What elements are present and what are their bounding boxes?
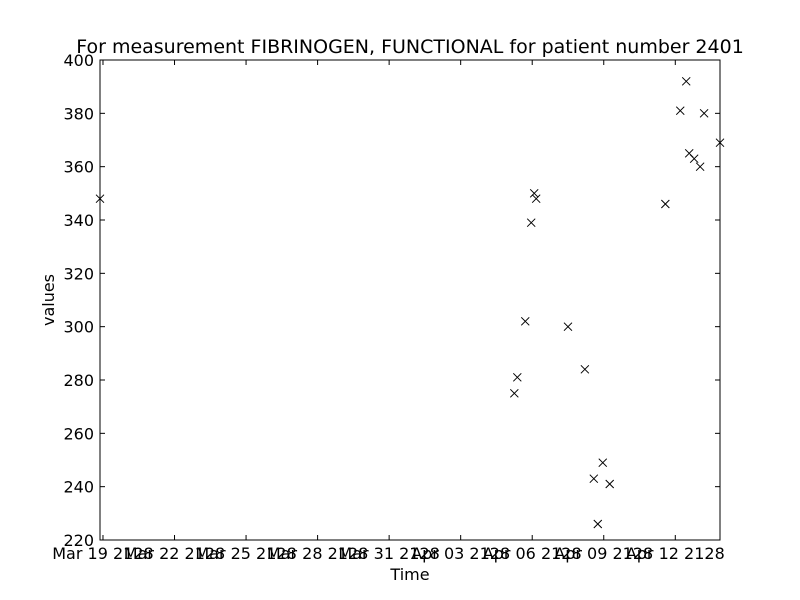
data-point-marker bbox=[509, 388, 519, 398]
marker-stroke bbox=[675, 106, 685, 116]
data-point-marker bbox=[675, 106, 685, 116]
marker-stroke bbox=[699, 108, 709, 118]
marker-stroke bbox=[684, 148, 694, 158]
y-tick-label: 280 bbox=[63, 371, 94, 390]
data-point-marker bbox=[589, 474, 599, 484]
y-tick-label: 260 bbox=[63, 424, 94, 443]
y-tick-label: 220 bbox=[63, 531, 94, 550]
marker-stroke bbox=[598, 458, 608, 468]
data-point-marker bbox=[689, 154, 699, 164]
x-tick-label: Mar 22 2128 bbox=[124, 544, 225, 563]
x-tick-label: Mar 28 2128 bbox=[267, 544, 368, 563]
marker-stroke bbox=[529, 188, 539, 198]
y-tick-label: 240 bbox=[63, 478, 94, 497]
marker-stroke bbox=[660, 199, 670, 209]
y-tick-label: 360 bbox=[63, 158, 94, 177]
x-tick-label: Mar 31 2128 bbox=[338, 544, 439, 563]
marker-stroke bbox=[681, 76, 691, 86]
marker-stroke bbox=[589, 474, 599, 484]
data-point-marker bbox=[563, 322, 573, 332]
x-tick-label: Apr 12 2128 bbox=[626, 544, 725, 563]
y-tick-label: 400 bbox=[63, 51, 94, 70]
x-axis-label: Time bbox=[389, 565, 429, 584]
plot-area-frame bbox=[99, 59, 721, 541]
data-point-marker bbox=[593, 519, 603, 529]
marker-stroke bbox=[580, 364, 590, 374]
chart-title: For measurement FIBRINOGEN, FUNCTIONAL f… bbox=[76, 36, 744, 58]
data-point-marker bbox=[531, 194, 541, 204]
x-tick-label: Apr 06 2128 bbox=[483, 544, 582, 563]
data-point-marker bbox=[598, 458, 608, 468]
marker-stroke bbox=[605, 479, 615, 489]
marker-stroke bbox=[689, 154, 699, 164]
marker-stroke bbox=[526, 218, 536, 228]
y-tick-label: 340 bbox=[63, 211, 94, 230]
data-point-marker bbox=[580, 364, 590, 374]
x-tick-label: Apr 03 2128 bbox=[411, 544, 510, 563]
y-tick-label: 320 bbox=[63, 264, 94, 283]
ticks-layer: 220 240 260 280 300 320 340 360 380 400 Mar 19 212… bbox=[52, 51, 724, 563]
x-tick-label: Mar 19 2128 bbox=[52, 544, 153, 563]
data-point-marker bbox=[526, 218, 536, 228]
data-point-marker bbox=[520, 316, 530, 326]
data-point-marker bbox=[529, 188, 539, 198]
marker-stroke bbox=[512, 372, 522, 382]
marker-stroke bbox=[509, 388, 519, 398]
marker-stroke bbox=[520, 316, 530, 326]
data-point-marker bbox=[605, 479, 615, 489]
data-point-marker bbox=[512, 372, 522, 382]
x-tick-label: Mar 25 2128 bbox=[195, 544, 296, 563]
data-point-marker bbox=[695, 162, 705, 172]
y-tick-label: 300 bbox=[63, 318, 94, 337]
marker-stroke bbox=[593, 519, 603, 529]
marker-stroke bbox=[563, 322, 573, 332]
data-point-marker bbox=[681, 76, 691, 86]
y-tick-label: 380 bbox=[63, 104, 94, 123]
marker-stroke bbox=[695, 162, 705, 172]
marker-stroke bbox=[531, 194, 541, 204]
data-point-marker bbox=[699, 108, 709, 118]
y-axis-label: values bbox=[39, 274, 58, 326]
x-tick-label: Apr 09 2128 bbox=[554, 544, 653, 563]
data-point-marker bbox=[660, 199, 670, 209]
